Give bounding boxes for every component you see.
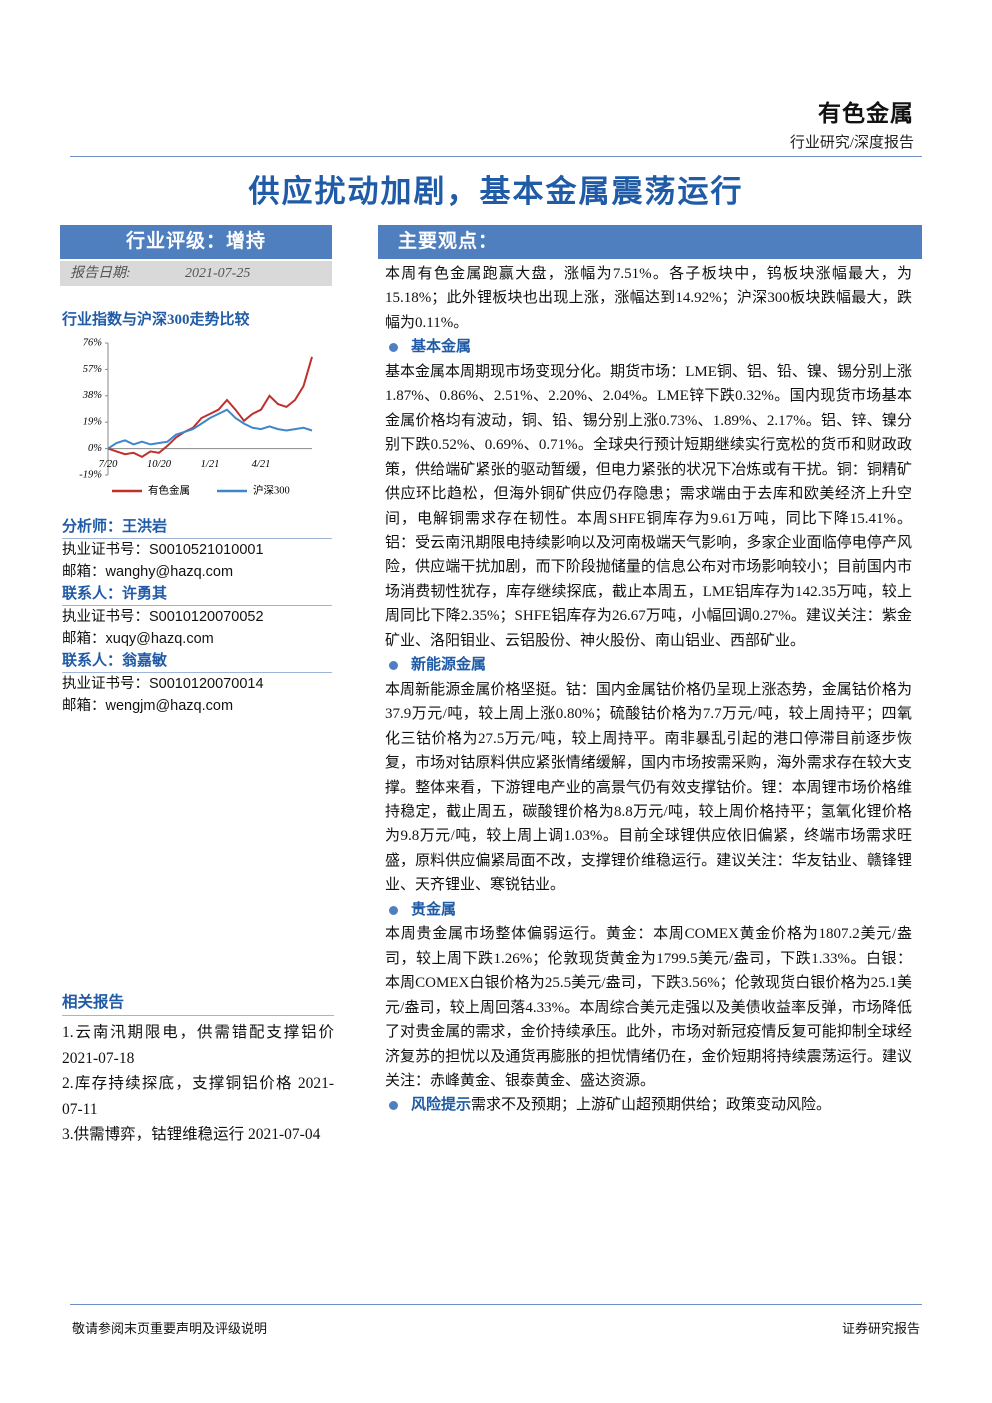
risk-heading: 风险提示 [411, 1097, 472, 1114]
analyst-email: 邮箱：wengjm@hazq.com [62, 698, 234, 714]
footer-right: 证券研究报告 [841, 1321, 920, 1336]
date: 2021-07-25 [185, 266, 251, 281]
risk-text: 需求不及预期；上游矿山超预期供给；政策变动风险。 [471, 1097, 832, 1114]
main-body: 本周有色金属跑赢大盘，涨幅为7.51%。各子板块中，钨板块涨幅最大，为15.18… [385, 262, 912, 1118]
chart-title: 行业指数与沪深300走势比较 [62, 312, 250, 328]
x-tick-label: 1/21 [201, 459, 220, 470]
date-label: 报告日期: [70, 266, 131, 281]
divider [70, 1304, 922, 1305]
legend-label: 有色金属 [148, 483, 190, 496]
y-tick-label: 38% [82, 390, 103, 401]
intro: 本周有色金属跑赢大盘，涨幅为7.51%。各子板块中，钨板块涨幅最大，为15.18… [385, 266, 912, 331]
footer-left: 敬请参阅末页重要声明及评级说明 [72, 1321, 268, 1336]
section-heading: 贵金属 [385, 898, 912, 922]
analyst-role: 分析师：王洪岩 [62, 516, 332, 539]
x-tick-label: 7/20 [99, 459, 118, 470]
related-item: 2.库存持续探底，支撑铜铝价格 2021-07-11 [62, 1075, 334, 1118]
related-title: 相关报告 [62, 991, 334, 1016]
divider [70, 156, 922, 157]
category: 有色金属 [818, 101, 914, 126]
subtitle: 行业研究/深度报告 [789, 135, 914, 151]
analyst-email: 邮箱：wanghy@hazq.com [62, 564, 234, 580]
main-heading: 主要观点： [378, 225, 922, 259]
analyst-cert: 执业证书号：S0010120070052 [62, 609, 264, 625]
risk: 风险提示需求不及预期；上游矿山超预期供给；政策变动风险。 [385, 1093, 912, 1117]
y-tick-label: 76% [83, 337, 103, 348]
related-item: 1.云南汛期限电，供需错配支撑铝价 2021-07-18 [62, 1024, 334, 1067]
section-text: 本周贵金属市场整体偏弱运行。黄金：本周COMEX黄金价格为1807.2美元/盎司… [385, 926, 912, 1089]
series-line [107, 356, 313, 459]
analysts: 分析师：王洪岩执业证书号：S0010521010001 邮箱：wanghy@haz… [62, 516, 332, 717]
analyst-cert: 执业证书号：S0010521010001 [62, 542, 264, 558]
y-tick-label: 57% [83, 364, 103, 375]
related-reports: 相关报告 1.云南汛期限电，供需错配支撑铝价 2021-07-18 2.库存持续探… [62, 991, 334, 1148]
y-tick-label: 19% [83, 417, 103, 428]
chart: -19% 0% 19% 38% 57% 76% 7/20 10/20 1/21 4/21 有色金属 沪… [79, 337, 313, 496]
y-tick-label: 0% [88, 443, 102, 454]
analyst-email: 邮箱：xuqy@hazq.com [62, 631, 214, 647]
section-text: 基本金属本周期现市场变现分化。期货市场：LME铜、铝、铅、镍、锡分别上涨1.87… [385, 363, 912, 649]
legend-label: 沪深300 [253, 483, 290, 496]
x-tick-label: 4/21 [252, 459, 271, 470]
analyst-role: 联系人：翁嘉敏 [62, 650, 332, 673]
y-tick-label: -19% [79, 469, 102, 480]
rating: 行业评级：增持 [60, 225, 332, 259]
report-title: 供应扰动加剧，基本金属震荡运行 [248, 174, 744, 209]
analyst-cert: 执业证书号：S0010120070014 [62, 676, 264, 692]
analyst-role: 联系人：许勇其 [62, 583, 332, 606]
section-text: 本周新能源金属价格坚挺。钴：国内金属钴价格仍呈现上涨态势，金属钴价格为37.9万… [385, 681, 912, 894]
related-item: 3.供需博弈，钴锂维稳运行 2021-07-04 [62, 1126, 321, 1143]
section-heading: 新能源金属 [385, 653, 912, 677]
date-row: 报告日期: 2021-07-25 [60, 261, 332, 286]
section-heading: 基本金属 [385, 335, 912, 359]
x-tick-label: 10/20 [147, 459, 172, 470]
series-line [107, 408, 313, 450]
